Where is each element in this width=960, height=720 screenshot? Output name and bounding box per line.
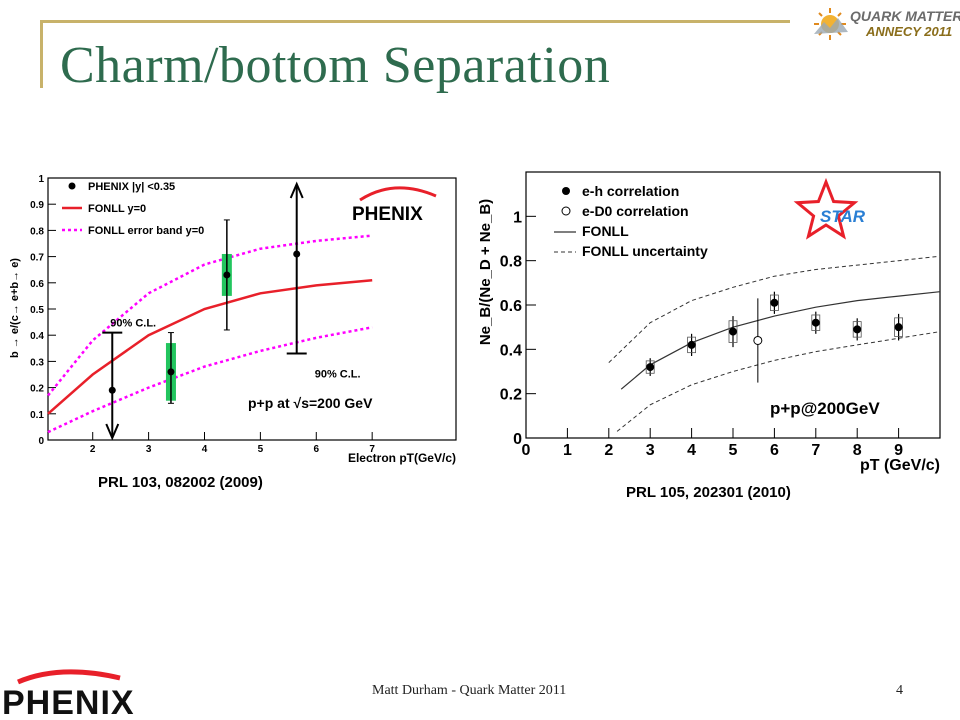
footer-text: Matt Durham - Quark Matter 2011 [372, 683, 567, 698]
y-tick-label: 0 [38, 436, 44, 447]
x-tick-label: 7 [369, 444, 375, 455]
fonll-band-lower [616, 331, 941, 432]
star-logo-text: STAR [820, 207, 866, 226]
data-point [770, 298, 779, 307]
phenix-logo-bottom: PHENIX [2, 669, 135, 718]
legend-label: FONLL y=0 [88, 203, 146, 215]
phenix-logo-text: PHENIX [352, 204, 423, 225]
legend-label: FONLL [582, 223, 629, 239]
y-tick-label: 0.3 [30, 357, 44, 368]
data-point [223, 271, 231, 279]
star-bottom-fraction-plot: 0 0.2 0.4 0.6 0.8 1 0 1 2 3 4 5 6 7 8 9 e-h correlation e… [477, 171, 941, 474]
y-tick-label: 0.7 [30, 253, 44, 264]
phenix-bottom-fraction-plot: 0 0.1 0.2 0.3 0.4 0.5 0.6 0.7 0.8 0.9 1 2 3 4 5 6 7 90% C… [9, 174, 457, 465]
y-tick-label: 0.6 [500, 298, 522, 315]
x-tick-label: 9 [894, 442, 903, 459]
limit-arrow-head [289, 181, 304, 199]
y-tick-label: 0.8 [500, 254, 522, 271]
x-tick-label: 5 [729, 442, 738, 459]
y-tick-label: 0 [513, 431, 522, 448]
x-tick-label: 6 [770, 442, 779, 459]
x-tick-label: 1 [563, 442, 572, 459]
reference-left: PRL 103, 082002 (2009) [98, 474, 263, 491]
x-axis-label: pT (GeV/c) [860, 457, 940, 474]
legend-marker-eh [562, 187, 570, 195]
legend-label: FONLL uncertainty [582, 243, 708, 259]
reference-right: PRL 105, 202301 (2010) [626, 484, 791, 501]
x-axis-label: Electron pT(GeV/c) [348, 451, 456, 465]
slide-title: Charm/bottom Separation [60, 37, 611, 94]
data-point [687, 340, 696, 349]
fonll-band-upper [608, 255, 941, 363]
star-logo-star [793, 177, 859, 240]
y-tick-label: 0.2 [30, 384, 44, 395]
fonll-band-upper [47, 234, 373, 397]
x-tick-label: 2 [604, 442, 613, 459]
y-tick-label: 0.9 [30, 200, 44, 211]
fonll-central-line [47, 278, 373, 415]
fonll-central-line [620, 291, 941, 390]
x-tick-label: 0 [522, 442, 531, 459]
legend-marker-ed [561, 206, 571, 216]
data-point [853, 325, 862, 334]
fonll-band-lower [47, 326, 373, 434]
x-tick-label: 4 [202, 444, 208, 455]
x-tick-label: 5 [258, 444, 264, 455]
title-rule-horizontal [40, 20, 790, 23]
y-axis-label: Ne_B/(Ne_D + Ne_B) [477, 199, 494, 345]
y-tick-label: 0.5 [30, 305, 44, 316]
data-point [729, 327, 737, 336]
y-tick-label: 0.8 [30, 226, 44, 237]
legend-label: PHENIX |y| <0.35 [88, 181, 175, 193]
y-tick-label: 0.4 [500, 342, 522, 359]
phenix-logo-swoosh [359, 186, 437, 202]
svg-text:PHENIX: PHENIX [2, 684, 135, 718]
data-point [646, 363, 655, 372]
y-axis-label: b → e/(c→ e+b→ e) [9, 258, 21, 358]
limit-label: 90% C.L. [315, 369, 361, 381]
data-point [894, 323, 903, 332]
x-tick-label: 3 [146, 444, 152, 455]
legend-label: FONLL error band y=0 [88, 225, 204, 237]
y-tick-label: 1 [513, 209, 522, 226]
limit-label: 90% C.L. [110, 318, 156, 330]
data-point-open [753, 335, 763, 345]
page-number: 4 [896, 683, 903, 698]
y-tick-label: 0.2 [500, 387, 522, 404]
quark-matter-logo [814, 8, 848, 40]
energy-annotation: p+p@200GeV [770, 399, 880, 418]
legend-marker-data [68, 182, 76, 190]
legend-label: e-h correlation [582, 183, 679, 199]
quark-matter-logo-line2: ANNECY 2011 [866, 24, 953, 39]
y-tick-label: 0.6 [30, 279, 44, 290]
title-rule-vertical [40, 20, 43, 88]
x-tick-label: 2 [90, 444, 96, 455]
y-tick-label: 0.1 [30, 410, 44, 421]
data-point [811, 318, 820, 327]
quark-matter-logo-line1: QUARK MATTER [850, 8, 960, 24]
data-point [167, 368, 175, 376]
x-tick-label: 6 [313, 444, 319, 455]
x-tick-label: 8 [853, 442, 862, 459]
x-tick-label: 4 [687, 442, 696, 459]
x-tick-label: 7 [811, 442, 820, 459]
energy-annotation: p+p at √s=200 GeV [248, 395, 373, 411]
y-tick-label: 0.4 [30, 331, 44, 342]
legend-label: e-D0 correlation [582, 203, 689, 219]
x-tick-label: 3 [646, 442, 655, 459]
y-tick-label: 1 [38, 174, 44, 185]
limit-arrow-head [105, 423, 120, 441]
